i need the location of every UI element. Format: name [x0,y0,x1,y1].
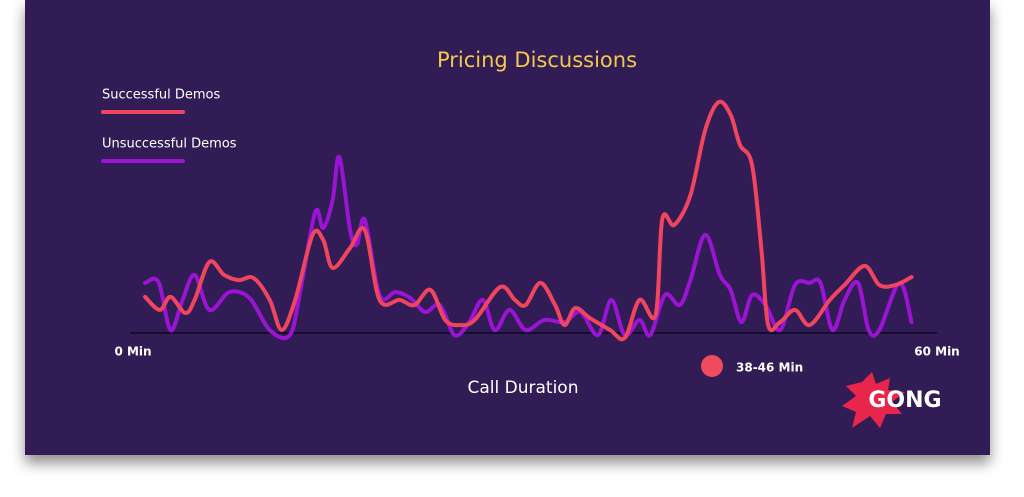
series-line [143,155,914,341]
logo: GONG [868,388,941,413]
series-line [143,99,914,342]
x-tick-label: 60 Min [914,345,959,359]
logo-burst [842,372,905,428]
card [25,0,990,455]
x-tick-label: 0 Min [114,345,151,359]
legend-label: Unsuccessful Demos [102,137,237,152]
x-axis-label: Call Duration [468,378,579,398]
annotation-dot [701,355,723,377]
legend-label: Successful Demos [102,88,221,103]
chart-title: Pricing Discussions [437,48,637,72]
annotation-label: 38-46 Min [736,361,803,375]
